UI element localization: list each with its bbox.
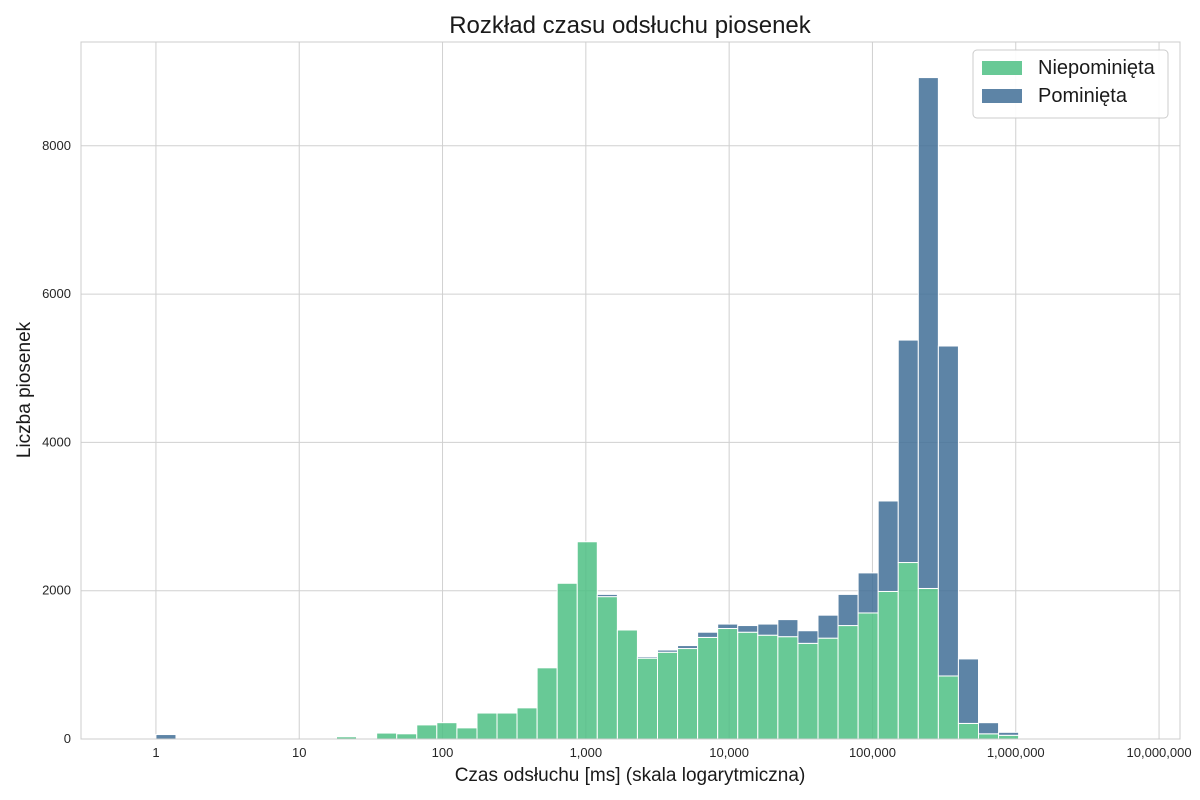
bar-niepominieta <box>917 587 939 740</box>
bar-pominieta <box>877 500 899 592</box>
bar-niepominieta <box>897 562 919 740</box>
bar-pominieta <box>697 631 719 638</box>
bar-niepominieta <box>476 712 498 740</box>
bar-niepominieta <box>877 590 899 740</box>
bar-pominieta <box>636 656 658 659</box>
bar-niepominieta <box>376 732 398 740</box>
bar-niepominieta <box>837 625 859 740</box>
x-tick-label: 10,000,000 <box>1127 745 1192 760</box>
bar-pominieta <box>837 593 859 627</box>
bar-niepominieta <box>817 637 839 740</box>
bar-pominieta <box>817 614 839 639</box>
bar-niepominieta <box>516 707 538 740</box>
bar-niepominieta <box>576 541 598 740</box>
x-tick-label: 1,000,000 <box>987 745 1045 760</box>
bar-pominieta <box>155 734 177 740</box>
bar-pominieta <box>757 623 779 636</box>
y-tick-label: 0 <box>64 731 71 746</box>
bar-niepominieta <box>937 675 959 740</box>
x-axis-label: Czas odsłuchu [ms] (skala logarytmiczna) <box>455 765 806 786</box>
x-tick-label: 10 <box>292 745 306 760</box>
bar-niepominieta <box>737 631 759 740</box>
y-tick-label: 2000 <box>42 583 71 598</box>
bar-pominieta <box>998 731 1020 736</box>
bar-niepominieta <box>396 733 418 740</box>
y-tick-labels: 0 2000 4000 6000 8000 <box>42 138 71 746</box>
bar-niepominieta <box>556 582 578 740</box>
plot-frame <box>80 41 1181 740</box>
bar-pominieta <box>957 658 979 724</box>
bar-niepominieta <box>717 628 739 740</box>
bar-niepominieta <box>416 724 438 740</box>
bar-niepominieta <box>757 634 779 740</box>
bar-niepominieta <box>456 727 478 740</box>
legend-label: Niepominięta <box>1038 57 1156 79</box>
bar-niepominieta <box>677 648 699 740</box>
chart-title: Rozkład czasu odsłuchu piosenek <box>449 12 812 39</box>
bar-pominieta <box>897 339 919 564</box>
bar-pominieta <box>937 345 959 677</box>
x-tick-label: 1,000 <box>570 745 603 760</box>
bar-pominieta <box>677 645 699 650</box>
y-tick-label: 6000 <box>42 286 71 301</box>
bar-niepominieta <box>957 722 979 740</box>
bar-niepominieta <box>636 657 658 740</box>
x-tick-label: 10,000 <box>709 745 749 760</box>
bar-niepominieta <box>436 722 458 740</box>
y-axis-label: Liczba piosenek <box>14 321 35 458</box>
y-tick-label: 4000 <box>42 434 71 449</box>
x-tick-labels: 1 10 100 1,000 10,000 100,000 1,000,000 10,000,… <box>152 745 1191 760</box>
x-tick-label: 1 <box>152 745 159 760</box>
bar-pominieta <box>656 649 679 653</box>
bar-pominieta <box>596 593 618 598</box>
bar-pominieta <box>977 722 1000 735</box>
bar-pominieta <box>917 77 939 589</box>
legend-label: Pominięta <box>1038 85 1128 107</box>
bar-niepominieta <box>998 734 1020 740</box>
legend-swatch <box>982 89 1022 103</box>
bar-niepominieta <box>797 642 819 740</box>
bar-pominieta <box>797 630 819 644</box>
x-tick-label: 100,000 <box>849 745 896 760</box>
y-tick-label: 8000 <box>42 138 71 153</box>
bar-niepominieta <box>596 596 618 740</box>
bar-pominieta <box>777 619 799 638</box>
bar-niepominieta <box>777 636 799 740</box>
bars <box>155 77 1040 740</box>
legend-swatch <box>982 61 1022 75</box>
legend: Niepominięta Pominięta <box>972 49 1169 119</box>
bar-niepominieta <box>977 733 1000 740</box>
x-tick-label: 100 <box>432 745 454 760</box>
bar-pominieta <box>737 625 759 633</box>
bar-niepominieta <box>496 712 518 740</box>
bar-pominieta <box>857 572 879 614</box>
bar-niepominieta <box>697 636 719 740</box>
bar-niepominieta <box>656 651 679 740</box>
bar-niepominieta <box>857 612 879 740</box>
bar-niepominieta <box>536 667 558 740</box>
bar-niepominieta <box>616 629 638 740</box>
bar-pominieta <box>717 623 739 630</box>
